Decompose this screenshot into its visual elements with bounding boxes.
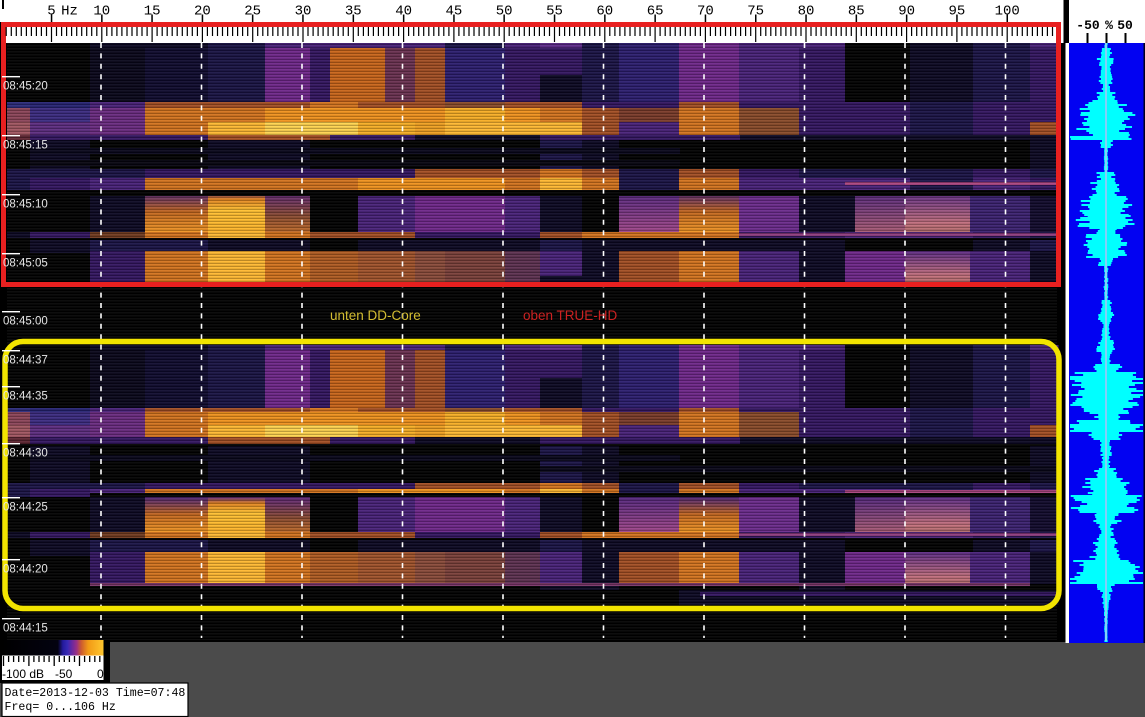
svg-text:35: 35: [345, 4, 362, 20]
svg-text:-100 dB: -100 dB: [2, 667, 44, 681]
svg-text:65: 65: [647, 4, 664, 20]
svg-text:80: 80: [798, 4, 815, 20]
svg-text:70: 70: [697, 4, 714, 20]
svg-text:90: 90: [898, 4, 915, 20]
svg-text:10: 10: [93, 4, 110, 20]
svg-text:95: 95: [948, 4, 965, 20]
svg-text:08:44:35: 08:44:35: [3, 391, 48, 403]
svg-text:08:45:15: 08:45:15: [3, 140, 48, 152]
svg-text:-50: -50: [1076, 18, 1100, 33]
svg-text:08:44:15: 08:44:15: [3, 623, 48, 635]
svg-text:Freq= 0...106 Hz: Freq= 0...106 Hz: [5, 701, 116, 714]
svg-text:0: 0: [97, 667, 104, 681]
svg-text:15: 15: [144, 4, 161, 20]
svg-text:60: 60: [596, 4, 613, 20]
svg-text:08:44:37: 08:44:37: [3, 355, 48, 367]
svg-text:50: 50: [1117, 18, 1133, 33]
svg-text:20: 20: [194, 4, 211, 20]
svg-text:Date=2013-12-03 Time=07:48: Date=2013-12-03 Time=07:48: [5, 687, 186, 700]
svg-text:5: 5: [47, 4, 55, 20]
svg-text:08:44:30: 08:44:30: [3, 448, 48, 460]
svg-text:75: 75: [747, 4, 764, 20]
svg-text:100: 100: [995, 4, 1020, 20]
svg-text:50: 50: [496, 4, 513, 20]
svg-text:08:44:25: 08:44:25: [3, 502, 48, 514]
svg-text:08:45:05: 08:45:05: [3, 258, 48, 270]
svg-text:%: %: [1105, 18, 1113, 33]
svg-text:08:45:20: 08:45:20: [3, 81, 48, 93]
svg-text:08:45:10: 08:45:10: [3, 199, 48, 211]
svg-text:-50: -50: [55, 667, 73, 681]
svg-text:unten DD-Core: unten DD-Core: [330, 308, 421, 323]
svg-text:08:45:00: 08:45:00: [3, 316, 48, 328]
svg-text:Hz: Hz: [61, 4, 78, 20]
svg-text:85: 85: [848, 4, 865, 20]
svg-text:oben TRUE-HD: oben TRUE-HD: [523, 308, 618, 323]
svg-text:45: 45: [445, 4, 462, 20]
svg-text:55: 55: [546, 4, 563, 20]
svg-text:08:44:20: 08:44:20: [3, 564, 48, 576]
svg-text:30: 30: [295, 4, 312, 20]
svg-text:40: 40: [395, 4, 412, 20]
svg-text:25: 25: [244, 4, 261, 20]
